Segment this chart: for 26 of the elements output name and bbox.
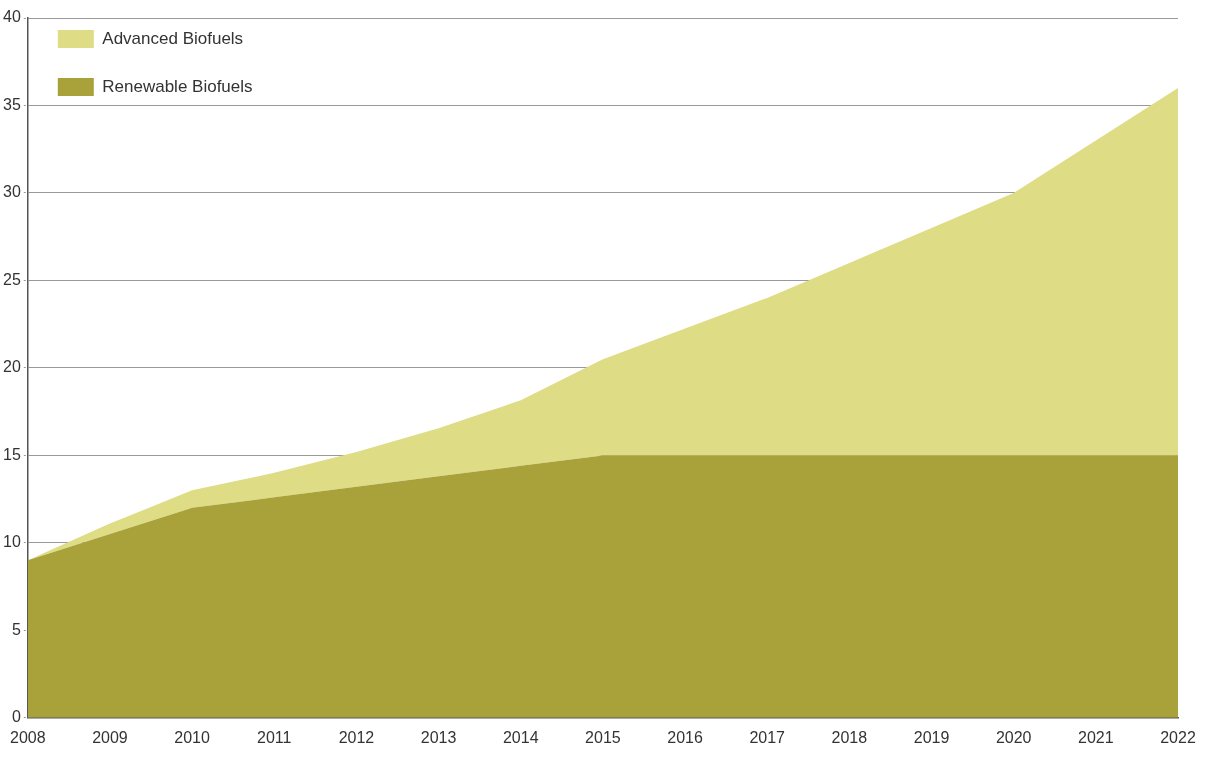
- x-tick-label: 2016: [667, 728, 703, 746]
- y-tick-label: 20: [3, 358, 21, 376]
- y-tick-label: 0: [11, 708, 21, 726]
- x-tick-label: 2021: [1078, 728, 1114, 746]
- x-tick-label: 2017: [749, 728, 786, 746]
- x-tick-label: 2014: [502, 728, 539, 746]
- y-tick-label: 10: [3, 533, 21, 551]
- x-tick-label: 2015: [585, 728, 621, 746]
- x-tick-label: 2013: [420, 728, 457, 746]
- x-tick-label: 2008: [10, 728, 46, 746]
- legend-label: Advanced Biofuels: [102, 28, 244, 48]
- x-tick-label: 2018: [831, 728, 868, 746]
- x-tick-label: 2012: [338, 728, 375, 746]
- y-tick-label: 5: [11, 620, 21, 638]
- y-tick-label: 40: [3, 8, 21, 26]
- legend-label: Renewable Biofuels: [102, 76, 253, 96]
- y-tick-label: 15: [3, 445, 21, 463]
- x-tick-label: 2020: [995, 728, 1032, 746]
- x-tick-label: 2019: [913, 728, 950, 746]
- x-tick-label: 2011: [257, 728, 292, 746]
- y-tick-label: 25: [3, 270, 21, 288]
- y-tick-label: 35: [3, 95, 21, 113]
- x-tick-label: 2022: [1160, 728, 1196, 746]
- x-tick-label: 2009: [92, 728, 128, 746]
- y-tick-label: 30: [3, 183, 21, 201]
- x-tick-label: 2010: [174, 728, 211, 746]
